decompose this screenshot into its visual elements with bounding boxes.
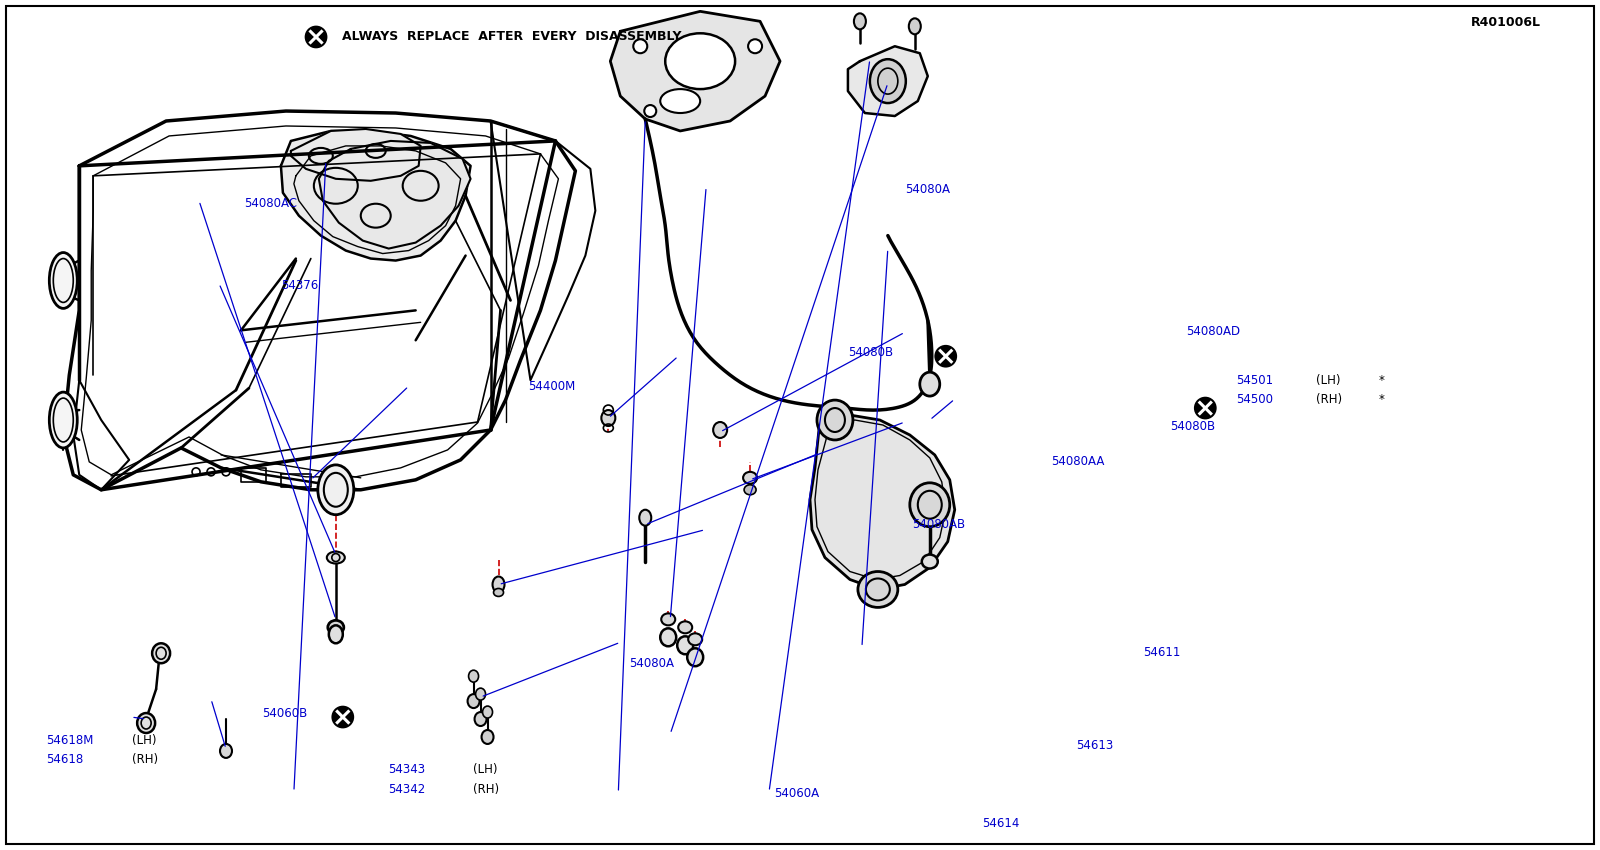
Text: 54080B: 54080B bbox=[1171, 420, 1216, 434]
Text: 54400M: 54400M bbox=[528, 381, 576, 394]
Ellipse shape bbox=[493, 588, 504, 597]
Ellipse shape bbox=[688, 633, 702, 645]
Ellipse shape bbox=[744, 484, 757, 495]
Polygon shape bbox=[282, 131, 470, 261]
Text: 54080AB: 54080AB bbox=[912, 518, 965, 530]
Text: 54080A: 54080A bbox=[629, 657, 674, 671]
Ellipse shape bbox=[483, 706, 493, 718]
Text: 54060A: 54060A bbox=[774, 787, 819, 800]
Text: 54614: 54614 bbox=[982, 817, 1019, 830]
Ellipse shape bbox=[467, 694, 480, 708]
Ellipse shape bbox=[858, 571, 898, 608]
Ellipse shape bbox=[661, 89, 701, 113]
Ellipse shape bbox=[493, 576, 504, 592]
Text: 54080B: 54080B bbox=[848, 347, 893, 360]
Ellipse shape bbox=[482, 730, 493, 744]
Text: 54080AD: 54080AD bbox=[1187, 326, 1240, 338]
Text: *: * bbox=[1378, 374, 1384, 387]
Ellipse shape bbox=[909, 19, 920, 34]
Text: *: * bbox=[1378, 393, 1384, 406]
Ellipse shape bbox=[475, 712, 486, 726]
Ellipse shape bbox=[854, 14, 866, 29]
Polygon shape bbox=[848, 46, 928, 116]
Text: (LH): (LH) bbox=[1315, 374, 1341, 387]
Text: ALWAYS  REPLACE  AFTER  EVERY  DISASSEMBLY: ALWAYS REPLACE AFTER EVERY DISASSEMBLY bbox=[341, 31, 682, 43]
Ellipse shape bbox=[870, 60, 906, 103]
Ellipse shape bbox=[742, 472, 757, 484]
Circle shape bbox=[333, 707, 352, 727]
Ellipse shape bbox=[475, 688, 485, 700]
Ellipse shape bbox=[328, 620, 344, 634]
Ellipse shape bbox=[677, 637, 693, 654]
Text: (RH): (RH) bbox=[1315, 393, 1342, 406]
Ellipse shape bbox=[666, 33, 734, 89]
Polygon shape bbox=[318, 141, 470, 248]
Ellipse shape bbox=[640, 510, 651, 525]
Ellipse shape bbox=[330, 626, 342, 643]
Circle shape bbox=[634, 39, 648, 54]
Text: 54080A: 54080A bbox=[906, 183, 950, 196]
Text: 54613: 54613 bbox=[1077, 739, 1114, 751]
Text: 54618: 54618 bbox=[46, 753, 83, 766]
Text: 54500: 54500 bbox=[1237, 393, 1274, 406]
Circle shape bbox=[645, 105, 656, 117]
Polygon shape bbox=[291, 129, 421, 181]
Text: 54618M: 54618M bbox=[46, 734, 93, 746]
Polygon shape bbox=[610, 11, 781, 131]
Ellipse shape bbox=[661, 614, 675, 626]
Ellipse shape bbox=[818, 400, 853, 440]
Ellipse shape bbox=[686, 649, 702, 666]
Ellipse shape bbox=[152, 643, 170, 663]
Ellipse shape bbox=[602, 410, 616, 426]
Circle shape bbox=[936, 346, 955, 366]
Text: R401006L: R401006L bbox=[1470, 16, 1541, 29]
Text: (LH): (LH) bbox=[472, 763, 498, 776]
Text: 54343: 54343 bbox=[387, 763, 426, 776]
Circle shape bbox=[1195, 398, 1216, 418]
Text: 54080AC: 54080AC bbox=[245, 196, 298, 210]
Text: 54342: 54342 bbox=[387, 783, 426, 796]
Text: 54060B: 54060B bbox=[262, 706, 307, 720]
Ellipse shape bbox=[678, 621, 693, 633]
Ellipse shape bbox=[714, 422, 726, 438]
Ellipse shape bbox=[910, 483, 950, 527]
Text: (RH): (RH) bbox=[472, 783, 499, 796]
Ellipse shape bbox=[326, 552, 344, 564]
Circle shape bbox=[749, 39, 762, 54]
Text: 54080AA: 54080AA bbox=[1051, 455, 1104, 468]
Ellipse shape bbox=[318, 465, 354, 515]
Text: (RH): (RH) bbox=[133, 753, 158, 766]
Ellipse shape bbox=[50, 392, 77, 448]
Ellipse shape bbox=[469, 670, 478, 683]
Ellipse shape bbox=[50, 252, 77, 309]
Text: 54376: 54376 bbox=[282, 279, 318, 292]
Ellipse shape bbox=[221, 744, 232, 758]
Text: (LH): (LH) bbox=[133, 734, 157, 746]
Text: 54611: 54611 bbox=[1144, 645, 1181, 659]
Text: 54501: 54501 bbox=[1237, 374, 1274, 387]
Ellipse shape bbox=[920, 372, 939, 396]
Ellipse shape bbox=[661, 628, 677, 646]
Polygon shape bbox=[810, 415, 955, 589]
Circle shape bbox=[306, 27, 326, 47]
Ellipse shape bbox=[922, 554, 938, 569]
Ellipse shape bbox=[138, 713, 155, 733]
